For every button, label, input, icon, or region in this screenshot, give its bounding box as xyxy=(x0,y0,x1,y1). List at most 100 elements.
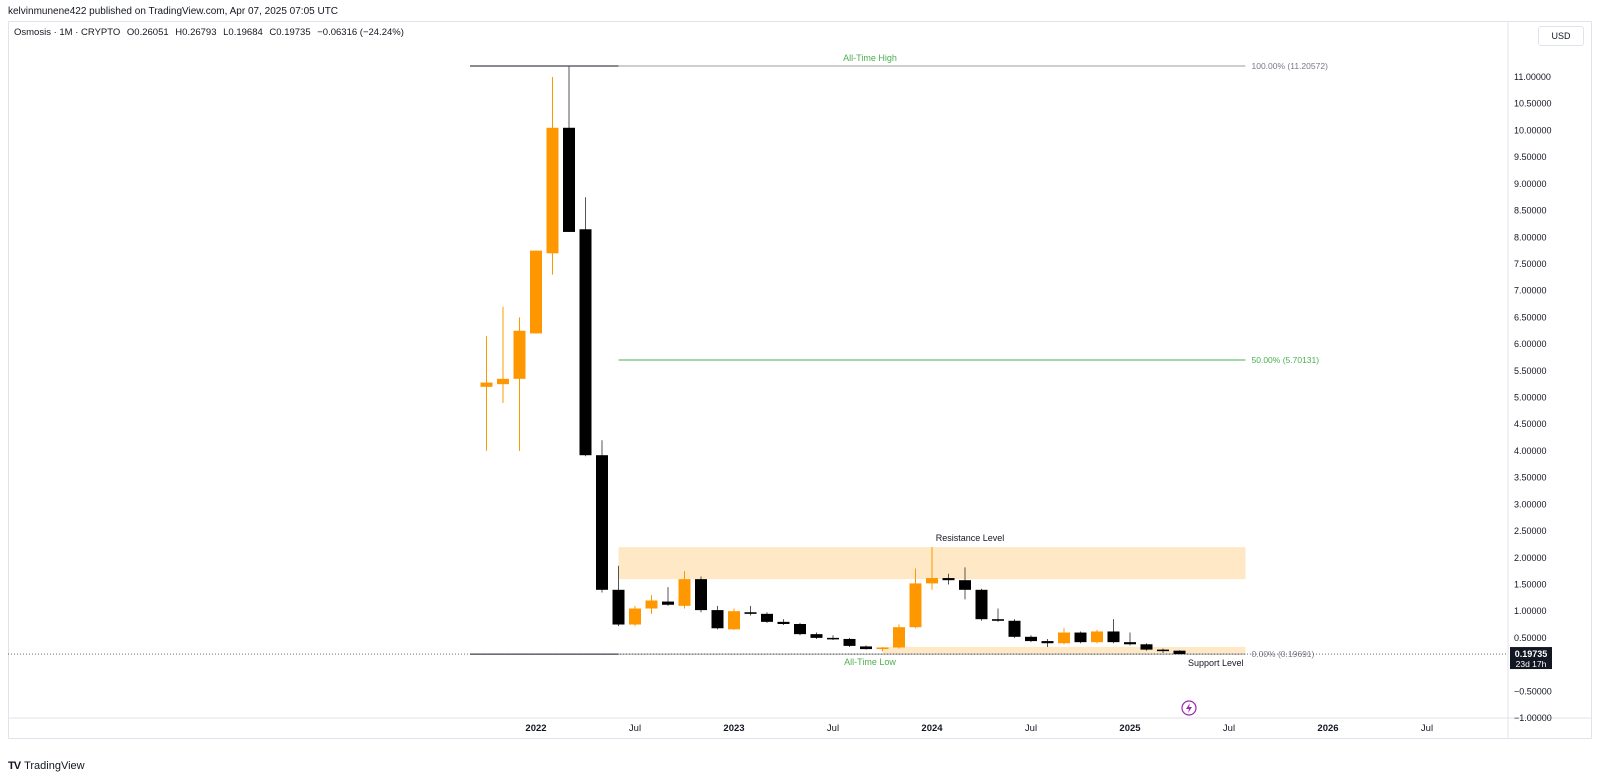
y-tick-label: 0.50000 xyxy=(1514,633,1547,643)
candle-body-42 xyxy=(1173,650,1186,655)
y-tick-label: −0.50000 xyxy=(1514,686,1552,696)
y-tick-label: 9.00000 xyxy=(1514,179,1547,189)
x-tick-label: Jul xyxy=(1025,723,1037,734)
change-value: −0.06316 (−24.24%) xyxy=(317,27,404,38)
y-tick-label: 8.50000 xyxy=(1514,206,1547,216)
candle-body-17 xyxy=(761,613,773,622)
fib-label-1: 50.00% (5.70131) xyxy=(1252,355,1320,365)
candle-body-9 xyxy=(629,608,641,625)
lightning-icon xyxy=(1186,703,1192,713)
y-tick-label: 2.00000 xyxy=(1514,553,1547,563)
x-tick-label: Jul xyxy=(629,723,641,734)
y-tick-label: 1.00000 xyxy=(1514,606,1547,616)
y-tick-label: 3.50000 xyxy=(1514,473,1547,483)
y-tick-label: 7.00000 xyxy=(1514,286,1547,296)
candle-body-39 xyxy=(1124,642,1136,645)
brand-name: TradingView xyxy=(24,760,85,772)
fib-label-0: 100.00% (11.20572) xyxy=(1252,61,1329,71)
x-tick-label: Jul xyxy=(827,723,839,734)
y-tick-label: 10.00000 xyxy=(1514,125,1552,135)
y-tick-label: −1.00000 xyxy=(1514,713,1552,723)
y-tick-label: 4.00000 xyxy=(1514,446,1547,456)
y-tick-label: 9.50000 xyxy=(1514,152,1547,162)
countdown-label: 23d 17h xyxy=(1516,659,1547,669)
publisher-line: kelvinmunene422 published on TradingView… xyxy=(8,6,339,17)
candle-body-12 xyxy=(678,579,691,606)
symbol-name[interactable]: Osmosis · 1M · CRYPTO xyxy=(14,27,121,38)
y-tick-label: 3.00000 xyxy=(1514,499,1547,509)
support-label: Support Level xyxy=(1188,658,1244,668)
y-tick-label: 7.50000 xyxy=(1514,259,1547,269)
currency-selector[interactable]: USD xyxy=(1538,26,1584,46)
candle-body-24 xyxy=(876,647,889,650)
candle-body-36 xyxy=(1074,632,1087,643)
x-tick-label: Jul xyxy=(1421,723,1433,734)
candle-body-0 xyxy=(480,382,493,387)
candle-body-31 xyxy=(992,619,1004,621)
candle-body-6 xyxy=(579,229,592,456)
candle-body-29 xyxy=(959,580,971,590)
y-tick-label: 6.00000 xyxy=(1514,339,1547,349)
x-tick-label: 2022 xyxy=(525,723,546,734)
last-price-label: 0.19735 xyxy=(1515,649,1548,659)
chart-frame xyxy=(8,21,1592,739)
last-price-box xyxy=(1510,647,1552,670)
candle-body-30 xyxy=(975,589,988,620)
candle-body-19 xyxy=(794,623,806,635)
candle-body-1 xyxy=(497,378,509,385)
candle-body-41 xyxy=(1157,649,1169,652)
candle-body-25 xyxy=(893,627,905,648)
y-tick-label: 6.50000 xyxy=(1514,312,1547,322)
candle-body-21 xyxy=(827,637,839,640)
price-chart[interactable]: Resistance Level Support Level 100.00% (11… xyxy=(0,0,1600,760)
y-tick-label: 1.50000 xyxy=(1514,579,1547,589)
low-value: L0.19684 xyxy=(223,27,263,38)
y-tick-label: 5.00000 xyxy=(1514,393,1547,403)
candle-body-38 xyxy=(1107,631,1120,643)
candle-body-7 xyxy=(596,455,608,590)
candle-body-13 xyxy=(695,579,707,611)
zone-1 xyxy=(882,646,1246,655)
candle-body-32 xyxy=(1008,620,1021,637)
y-tick-label: 4.50000 xyxy=(1514,419,1547,429)
candle-body-15 xyxy=(728,611,740,630)
tradingview-logo-icon: TV xyxy=(8,760,21,772)
candle-body-26 xyxy=(909,583,922,628)
open-value: O0.26051 xyxy=(126,27,169,38)
y-tick-label: 10.50000 xyxy=(1514,99,1552,109)
candle-body-40 xyxy=(1140,644,1153,650)
candle-body-2 xyxy=(513,330,526,379)
candle-body-14 xyxy=(711,610,724,629)
tradingview-footer: TV TradingView xyxy=(8,760,85,772)
candle-body-20 xyxy=(810,634,823,638)
candle-body-37 xyxy=(1091,631,1103,643)
y-tick-label: 5.50000 xyxy=(1514,366,1547,376)
atl-label: All-Time Low xyxy=(844,657,896,667)
candle-body-33 xyxy=(1025,636,1037,642)
candle-body-18 xyxy=(777,621,790,624)
close-value: C0.19735 xyxy=(269,27,311,38)
y-tick-label: 8.00000 xyxy=(1514,232,1547,242)
symbol-legend: Osmosis · 1M · CRYPTO O0.26051 H0.26793 … xyxy=(14,27,408,38)
x-tick-label: Jul xyxy=(1223,723,1235,734)
x-tick-label: 2025 xyxy=(1119,723,1141,734)
candle-body-23 xyxy=(860,646,872,650)
y-tick-label: 2.50000 xyxy=(1514,526,1547,536)
candle-body-8 xyxy=(612,589,625,625)
x-tick-label: 2026 xyxy=(1317,723,1338,734)
ath-label: All-Time High xyxy=(843,53,897,63)
resistance-label: Resistance Level xyxy=(936,533,1005,543)
candle-body-34 xyxy=(1041,641,1054,644)
x-tick-label: 2023 xyxy=(723,723,744,734)
candle-body-16 xyxy=(744,612,757,614)
candle-body-28 xyxy=(942,578,955,581)
y-tick-label: 11.00000 xyxy=(1514,72,1551,82)
candle-body-35 xyxy=(1058,632,1070,644)
x-tick-label: 2024 xyxy=(921,723,943,734)
candle-body-27 xyxy=(926,578,938,584)
high-value: H0.26793 xyxy=(175,27,217,38)
candle-body-11 xyxy=(662,601,674,605)
candle-body-22 xyxy=(843,638,856,646)
candle-body-4 xyxy=(546,127,559,254)
candle-body-3 xyxy=(530,250,542,334)
